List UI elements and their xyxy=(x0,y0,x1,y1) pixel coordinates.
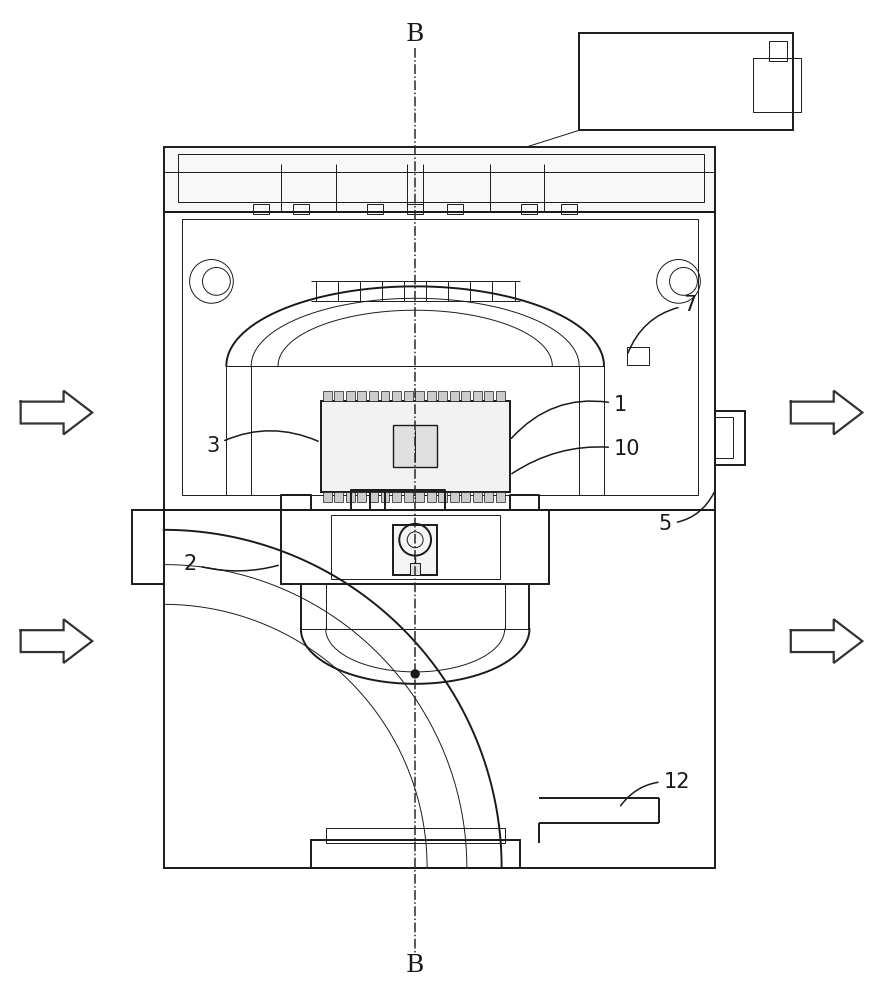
Bar xyxy=(253,204,269,214)
Text: 2: 2 xyxy=(184,554,278,574)
Bar xyxy=(404,492,412,502)
Bar xyxy=(522,204,538,214)
Bar xyxy=(627,347,649,365)
Bar xyxy=(426,391,435,401)
Bar xyxy=(331,515,500,579)
Bar xyxy=(473,492,482,502)
Bar xyxy=(579,33,793,130)
Text: B: B xyxy=(406,954,425,977)
Text: 7: 7 xyxy=(628,295,697,353)
Text: 12: 12 xyxy=(621,772,691,806)
Bar xyxy=(485,492,494,502)
Bar xyxy=(485,391,494,401)
Bar xyxy=(449,391,459,401)
Bar xyxy=(426,492,435,502)
Bar xyxy=(321,401,509,492)
Bar xyxy=(411,563,420,575)
Bar xyxy=(769,41,787,61)
Bar xyxy=(462,492,471,502)
Bar xyxy=(346,492,355,502)
Text: 5: 5 xyxy=(659,493,714,534)
Bar xyxy=(323,391,332,401)
Bar xyxy=(438,391,447,401)
Bar xyxy=(335,391,343,401)
Bar xyxy=(381,391,389,401)
Bar xyxy=(715,411,745,465)
Bar xyxy=(281,510,549,584)
Bar xyxy=(293,204,309,214)
Bar xyxy=(163,510,715,868)
Bar xyxy=(132,510,163,584)
Bar xyxy=(335,492,343,502)
Bar xyxy=(393,425,437,467)
Bar xyxy=(381,492,389,502)
Bar xyxy=(346,391,355,401)
Text: 10: 10 xyxy=(512,439,640,474)
Bar xyxy=(163,212,715,510)
Bar xyxy=(311,840,519,868)
Bar xyxy=(449,492,459,502)
Text: B: B xyxy=(406,23,425,46)
Bar xyxy=(473,391,482,401)
Bar xyxy=(404,391,412,401)
Bar xyxy=(177,154,705,202)
Bar xyxy=(438,492,447,502)
Bar xyxy=(326,828,504,843)
Bar xyxy=(415,492,424,502)
Circle shape xyxy=(411,670,419,678)
Bar xyxy=(358,492,366,502)
Bar xyxy=(447,204,463,214)
Bar xyxy=(367,204,383,214)
Bar xyxy=(392,492,401,502)
Bar xyxy=(369,492,378,502)
Bar xyxy=(393,525,437,575)
Bar xyxy=(415,391,424,401)
Bar xyxy=(562,204,577,214)
Bar xyxy=(369,391,378,401)
Bar xyxy=(496,492,505,502)
Bar xyxy=(163,147,715,212)
Bar xyxy=(182,219,698,495)
Bar xyxy=(407,204,423,214)
Bar xyxy=(715,417,733,458)
Bar xyxy=(392,391,401,401)
Text: 3: 3 xyxy=(206,431,318,456)
Bar xyxy=(323,492,332,502)
Bar xyxy=(496,391,505,401)
Bar xyxy=(358,391,366,401)
Bar xyxy=(753,58,801,112)
Text: 1: 1 xyxy=(511,395,627,438)
Bar xyxy=(462,391,471,401)
